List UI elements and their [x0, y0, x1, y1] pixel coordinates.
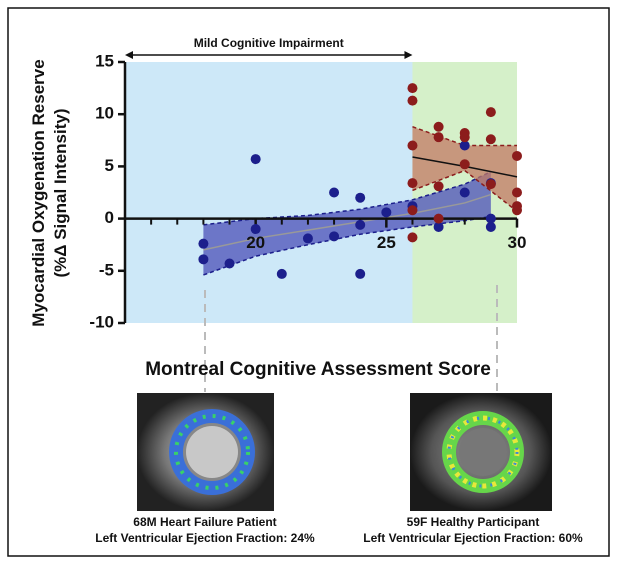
data-point: [486, 107, 496, 117]
y-tick-label: -5: [99, 260, 114, 279]
region: [125, 62, 412, 323]
data-point: [251, 224, 261, 234]
panel-subtitle: Left Ventricular Ejection Fraction: 60%: [363, 531, 583, 545]
data-point: [434, 181, 444, 191]
mri-image: [137, 393, 274, 511]
data-point: [198, 239, 208, 249]
data-point: [381, 207, 391, 217]
data-point: [407, 83, 417, 93]
data-point: [486, 134, 496, 144]
data-point: [434, 122, 444, 132]
data-point: [355, 193, 365, 203]
data-point: [407, 232, 417, 242]
panel-subtitle: Left Ventricular Ejection Fraction: 24%: [95, 531, 315, 545]
data-point: [198, 254, 208, 264]
plot: -10 -5 0 5 10 15 20 25 30 Mild Cognitive Impairme…: [89, 36, 526, 331]
data-point: [277, 269, 287, 279]
data-point: [355, 220, 365, 230]
data-point: [486, 222, 496, 232]
data-point: [460, 132, 470, 142]
data-point: [460, 159, 470, 169]
data-point: [407, 96, 417, 106]
mri-image: [410, 393, 552, 511]
x-axis-label: Montreal Cognitive Assessment Score: [145, 359, 491, 380]
y-axis-label-line: Myocardial Oxygenation Reserve: [29, 59, 48, 326]
data-point: [512, 151, 522, 161]
y-tick-label: 15: [95, 51, 114, 70]
data-point: [460, 188, 470, 198]
data-point: [407, 205, 417, 215]
data-point: [329, 231, 339, 241]
x-tick-label: 25: [377, 233, 396, 252]
data-point: [251, 154, 261, 164]
data-point: [329, 188, 339, 198]
y-tick-label: 0: [105, 208, 114, 227]
figure: -10 -5 0 5 10 15 20 25 30 Mild Cognitive Impairme…: [0, 0, 618, 563]
region-label: Mild Cognitive Impairment: [194, 36, 344, 50]
y-tick-label: 10: [95, 104, 114, 123]
data-point: [434, 132, 444, 142]
x-tick-label: 20: [246, 233, 265, 252]
y-axis-label: Myocardial Oxygenation Reserve(%Δ Signal…: [29, 59, 70, 326]
data-point: [303, 233, 313, 243]
data-point: [407, 141, 417, 151]
data-point: [225, 258, 235, 268]
data-point: [407, 178, 417, 188]
y-tick-label: -10: [89, 312, 114, 331]
data-point: [355, 269, 365, 279]
data-point: [434, 214, 444, 224]
data-point: [486, 179, 496, 189]
y-tick-label: 5: [105, 156, 114, 175]
panel-title: 59F Healthy Participant: [407, 515, 540, 529]
data-point: [512, 188, 522, 198]
y-axis-label-line: (%Δ Signal Intensity): [51, 108, 70, 277]
data-point: [512, 205, 522, 215]
panel-title: 68M Heart Failure Patient: [133, 515, 276, 529]
x-tick-label: 30: [508, 233, 527, 252]
